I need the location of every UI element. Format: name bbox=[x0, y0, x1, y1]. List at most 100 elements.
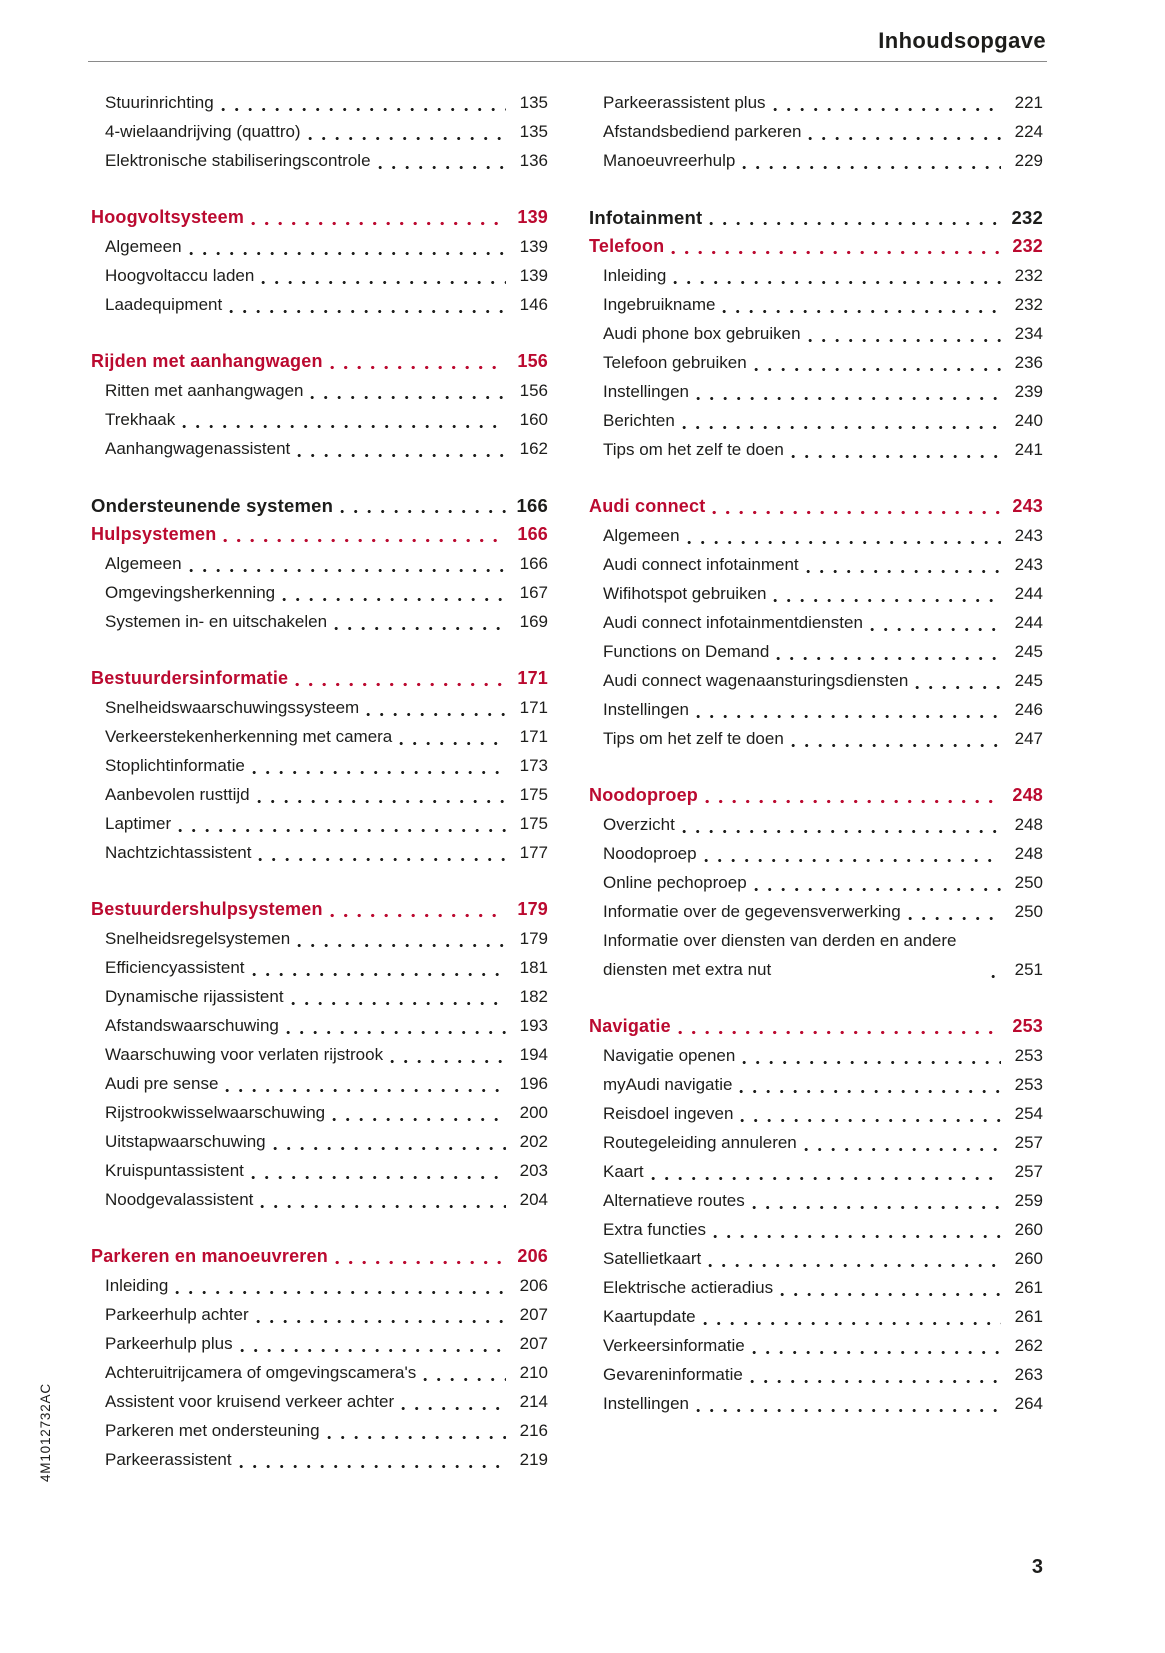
toc-entry: Tips om het zelf te doen 247 bbox=[589, 724, 1043, 753]
toc-entry-title: Waarschuwing voor verlaten rijstrook bbox=[105, 1045, 384, 1064]
toc-entry: myAudi navigatie 253 bbox=[589, 1070, 1043, 1099]
toc-column: Stuurinrichting 135 4-wielaandrijving (qua… bbox=[91, 88, 548, 1474]
toc-entry: Ingebruikname 232 bbox=[589, 290, 1043, 319]
dotted-leader bbox=[175, 1290, 506, 1295]
dotted-leader bbox=[749, 1379, 1001, 1384]
toc-entry-page: 219 bbox=[519, 1450, 548, 1469]
toc-entry-page: 245 bbox=[1014, 642, 1043, 661]
dotted-leader bbox=[334, 626, 506, 631]
toc-entry-title: Instellingen bbox=[603, 382, 690, 401]
toc-entry: Inleiding 206 bbox=[91, 1271, 548, 1300]
toc-entry-page: 244 bbox=[1014, 613, 1043, 632]
dotted-leader bbox=[423, 1377, 506, 1382]
dotted-leader bbox=[178, 828, 506, 833]
toc-entry: Laptimer 175 bbox=[91, 809, 548, 838]
toc-entry: Noodgevalassistent 204 bbox=[91, 1185, 548, 1214]
dotted-leader bbox=[713, 1234, 1001, 1239]
toc-entry: Trekhaak 160 bbox=[91, 405, 548, 434]
dotted-leader bbox=[329, 365, 506, 370]
toc-entry: Tips om het zelf te doen 241 bbox=[589, 435, 1043, 464]
toc-entry: Stoplichtinformatie 173 bbox=[91, 751, 548, 780]
toc-entry-title: Audi phone box gebruiken bbox=[603, 324, 801, 343]
toc-entry-page: 257 bbox=[1014, 1133, 1043, 1152]
dotted-leader bbox=[399, 741, 506, 746]
dotted-leader bbox=[297, 453, 506, 458]
toc-entry-title: Audi connect bbox=[589, 496, 706, 516]
dotted-leader bbox=[673, 280, 1001, 285]
toc-entry-title: myAudi navigatie bbox=[603, 1075, 733, 1094]
toc-entry-page: 171 bbox=[519, 698, 548, 717]
toc-entry-title: Inleiding bbox=[105, 1276, 169, 1295]
toc-entry: Routegeleiding annuleren 257 bbox=[589, 1128, 1043, 1157]
toc-entry-page: 166 bbox=[519, 554, 548, 573]
dotted-leader bbox=[188, 568, 506, 573]
toc-entry-page: 181 bbox=[519, 958, 548, 977]
toc-heading-entry: Rijden met aanhangwagen 156 bbox=[91, 347, 548, 376]
dotted-leader bbox=[807, 338, 1001, 343]
dotted-leader bbox=[285, 1030, 506, 1035]
toc-entry-page: 253 bbox=[1014, 1075, 1043, 1094]
toc-entry-page: 210 bbox=[519, 1363, 548, 1382]
dotted-leader bbox=[250, 1175, 506, 1180]
toc-entry-title: Kruispuntassistent bbox=[105, 1161, 244, 1180]
toc-entry: Berichten 240 bbox=[589, 406, 1043, 435]
toc-entry-page: 261 bbox=[1014, 1278, 1043, 1297]
toc-entry: Noodoproep 248 bbox=[589, 839, 1043, 868]
toc-entry-page: 248 bbox=[1012, 785, 1043, 805]
toc-entry: Achteruitrijcamera of omgevingscamera's 2… bbox=[91, 1358, 548, 1387]
toc-section: Navigatie 253 Navigatie openen 253 myAudi na… bbox=[589, 1012, 1043, 1418]
toc-entry-page: 160 bbox=[519, 410, 548, 429]
toc-entry-page: 182 bbox=[519, 987, 548, 1006]
dotted-leader bbox=[696, 714, 1001, 719]
toc-entry-page: 243 bbox=[1014, 555, 1043, 574]
toc-entry: Systemen in- en uitschakelen 169 bbox=[91, 607, 548, 636]
toc-entry-page: 234 bbox=[1014, 324, 1043, 343]
toc-entry-title: Routegeleiding annuleren bbox=[603, 1133, 797, 1152]
toc-entry: Instellingen 246 bbox=[589, 695, 1043, 724]
toc-entry-title: Telefoon gebruiken bbox=[603, 353, 747, 372]
toc-entry: Kruispuntassistent 203 bbox=[91, 1156, 548, 1185]
toc-entry-title: Wifihotspot gebruiken bbox=[603, 584, 767, 603]
toc-entry: Verkeersinformatie 262 bbox=[589, 1331, 1043, 1360]
toc-entry: Rijstrookwisselwaarschuwing 200 bbox=[91, 1098, 548, 1127]
dotted-leader bbox=[188, 251, 506, 256]
dotted-leader bbox=[702, 1321, 1001, 1326]
toc-entry: Afstandsbediend parkeren 224 bbox=[589, 117, 1043, 146]
dotted-leader bbox=[229, 309, 506, 314]
toc-section: Audi connect 243 Algemeen 243 Audi connect i… bbox=[589, 492, 1043, 753]
page-number: 3 bbox=[1031, 1556, 1043, 1578]
toc-section: Hoogvoltsysteem 139 Algemeen 139 Hoogvoltacc… bbox=[91, 203, 548, 319]
toc-entry-page: 245 bbox=[1014, 671, 1043, 690]
toc-entry-title: Reisdoel ingeven bbox=[603, 1104, 734, 1123]
toc-entry-page: 248 bbox=[1014, 815, 1043, 834]
toc-entry-title: Rijden met aanhangwagen bbox=[91, 351, 323, 371]
toc-column: Parkeerassistent plus 221 Afstandsbediend … bbox=[589, 88, 1043, 1474]
toc-entry-title: Tips om het zelf te doen bbox=[603, 440, 784, 459]
toc-entry-title: Parkeerhulp achter bbox=[105, 1305, 249, 1324]
toc-entry-title: Navigatie openen bbox=[603, 1046, 736, 1065]
page-title: Inhoudsopgave bbox=[878, 28, 1046, 53]
toc-entry-page: 236 bbox=[1014, 353, 1043, 372]
toc-entry-title: Stoplichtinformatie bbox=[105, 756, 245, 775]
toc-entry-title: Audi connect infotainment bbox=[603, 555, 799, 574]
toc-entry-page: 253 bbox=[1014, 1046, 1043, 1065]
toc-entry-page: 260 bbox=[1014, 1249, 1043, 1268]
toc-entry-title: Systemen in- en uitschakelen bbox=[105, 612, 328, 631]
toc-entry: Uitstapwaarschuwing 202 bbox=[91, 1127, 548, 1156]
toc-entry: 4-wielaandrijving (quattro) 135 bbox=[91, 117, 548, 146]
toc-entry: Parkeerhulp plus 207 bbox=[91, 1329, 548, 1358]
dotted-leader bbox=[681, 425, 1001, 430]
toc-entry-title: Telefoon bbox=[589, 236, 665, 256]
toc-entry-page: 232 bbox=[1014, 266, 1043, 285]
dotted-leader bbox=[366, 712, 506, 717]
toc-entry: Parkeerassistent 219 bbox=[91, 1445, 548, 1474]
dotted-leader bbox=[310, 395, 506, 400]
toc-entry: Elektrische actieradius 261 bbox=[589, 1273, 1043, 1302]
dotted-leader bbox=[326, 1435, 506, 1440]
toc-entry: Alternatieve routes 259 bbox=[589, 1186, 1043, 1215]
toc-entry: Audi connect infotainmentdiensten 244 bbox=[589, 608, 1043, 637]
dotted-leader bbox=[290, 1001, 506, 1006]
toc-entry: Aanhangwagenassistent 162 bbox=[91, 434, 548, 463]
toc-entry-title: Inleiding bbox=[603, 266, 667, 285]
toc-entry-page: 239 bbox=[1014, 382, 1043, 401]
